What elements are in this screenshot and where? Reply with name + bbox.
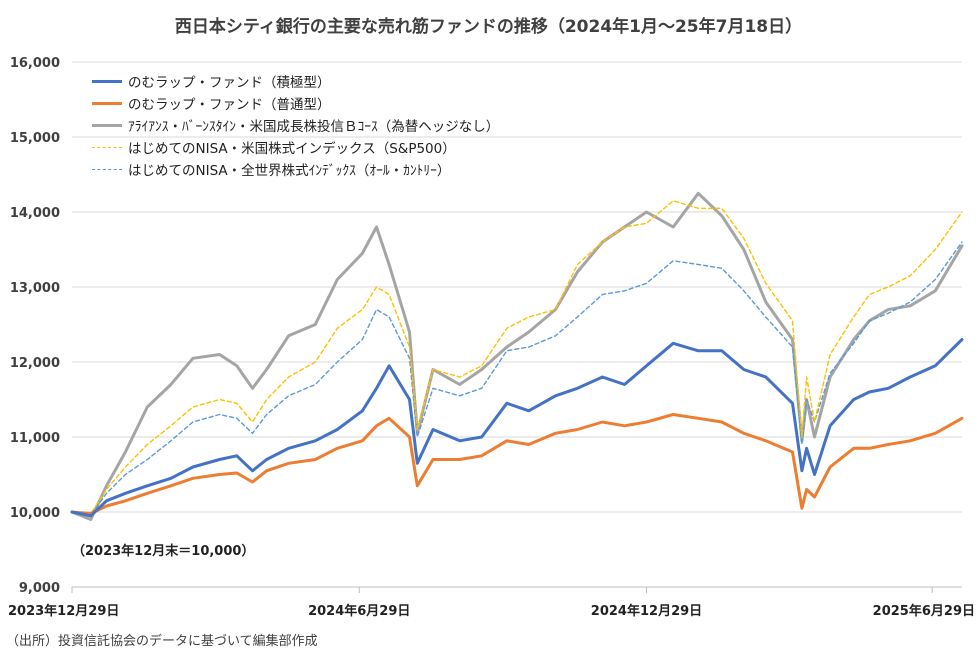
y-tick-label: 11,000 bbox=[10, 431, 60, 446]
legend-item-5: はじめてのNISA・全世界株式ｲﾝﾃﾞｯｸｽ（ｵｰﾙ・ｶﾝﾄﾘｰ） bbox=[92, 158, 499, 180]
legend-item-2: のむラップ・ファンド（普通型） bbox=[92, 92, 499, 114]
series-line-3 bbox=[70, 191, 964, 521]
source-note: （出所）投資信託協会のデータに基づいて編集部作成 bbox=[6, 634, 318, 649]
legend: のむラップ・ファンド（積極型） のむラップ・ファンド（普通型） ｱﾗｲｱﾝｽ・ﾊﾞｰ… bbox=[92, 70, 499, 180]
legend-swatch bbox=[92, 101, 122, 105]
legend-item-3: ｱﾗｲｱﾝｽ・ﾊﾞｰﾝｽﾀｲﾝ・米国成長株投信Ｂｺｰｽ（為替ヘッジなし） bbox=[92, 114, 499, 136]
y-tick-label: 13,000 bbox=[10, 281, 60, 296]
legend-label: のむラップ・ファンド（積極型） bbox=[128, 75, 331, 91]
series-line-2 bbox=[70, 413, 964, 515]
y-tick-label: 15,000 bbox=[10, 131, 60, 146]
y-tick-label: 16,000 bbox=[10, 56, 60, 71]
y-tick-label: 12,000 bbox=[10, 356, 60, 371]
series-line-5 bbox=[71, 241, 963, 516]
x-tick-label: 2023年12月29日 bbox=[8, 603, 119, 619]
series-lines bbox=[70, 191, 964, 521]
legend-swatch bbox=[92, 79, 122, 83]
legend-label: はじめてのNISA・米国株式インデックス（S&P500） bbox=[128, 141, 456, 157]
legend-label: ｱﾗｲｱﾝｽ・ﾊﾞｰﾝｽﾀｲﾝ・米国成長株投信Ｂｺｰｽ（為替ヘッジなし） bbox=[128, 119, 500, 135]
y-axis-tick-labels: 9,000 10,000 11,000 12,000 13,000 14,000 15,00… bbox=[10, 56, 60, 596]
legend-swatch bbox=[92, 146, 122, 148]
x-tick-label: 2024年6月29日 bbox=[308, 603, 410, 619]
series-line-4 bbox=[71, 200, 963, 515]
legend-swatch bbox=[92, 168, 122, 170]
x-tick-label: 2025年6月29日 bbox=[873, 603, 975, 619]
legend-label: のむラップ・ファンド（普通型） bbox=[128, 97, 331, 113]
legend-item-1: のむラップ・ファンド（積極型） bbox=[92, 70, 499, 92]
baseline-note: （2023年12月末＝10,000） bbox=[72, 544, 255, 559]
y-tick-label: 9,000 bbox=[19, 581, 60, 596]
legend-swatch bbox=[92, 123, 122, 127]
chart-title: 西日本シティ銀行の主要な売れ筋ファンドの推移（2024年1月～25年7月18日） bbox=[174, 17, 803, 37]
x-axis: 2023年12月29日 2024年6月29日 2024年12月29日 2025年6月2… bbox=[8, 586, 975, 619]
y-tick-label: 10,000 bbox=[10, 506, 60, 521]
series-line-1 bbox=[70, 338, 964, 518]
legend-item-4: はじめてのNISA・米国株式インデックス（S&P500） bbox=[92, 136, 499, 158]
y-tick-label: 14,000 bbox=[10, 206, 60, 221]
legend-label: はじめてのNISA・全世界株式ｲﾝﾃﾞｯｸｽ（ｵｰﾙ・ｶﾝﾄﾘｰ） bbox=[128, 163, 451, 179]
x-tick-label: 2024年12月29日 bbox=[591, 603, 702, 619]
